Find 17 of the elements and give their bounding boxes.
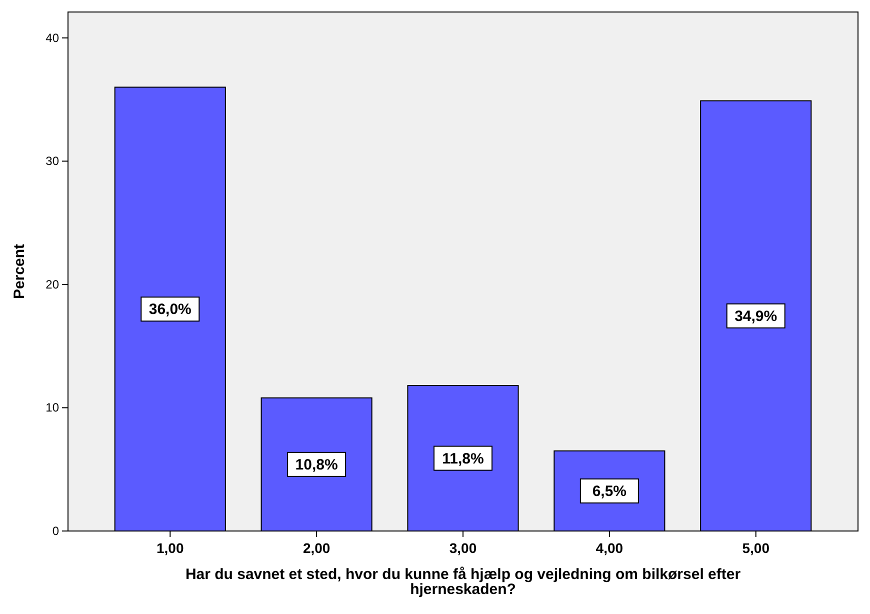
data-label: 11,8% bbox=[442, 450, 484, 468]
x-tick-label: 2,00 bbox=[302, 540, 330, 556]
y-tick-label: 20 bbox=[46, 277, 60, 292]
x-tick-label: 1,00 bbox=[156, 540, 184, 556]
x-tick-label: 3,00 bbox=[449, 540, 477, 556]
x-tick-label: 4,00 bbox=[596, 540, 624, 556]
x-tick-label: 5,00 bbox=[742, 540, 770, 556]
data-label: 6,5% bbox=[592, 482, 627, 500]
data-label: 10,8% bbox=[295, 456, 338, 474]
y-tick-label: 30 bbox=[46, 154, 60, 168]
y-tick-label: 40 bbox=[46, 30, 60, 45]
y-tick-label: 0 bbox=[52, 524, 60, 538]
data-label: 36,0% bbox=[148, 301, 192, 318]
y-axis-title: Percent bbox=[11, 244, 28, 300]
x-axis-title: Har du savnet et sted, hvor du kunne få hjælp og vejledning om bilkørsel efter hjerneskaden? bbox=[185, 566, 741, 598]
data-label: 34,9% bbox=[734, 308, 778, 325]
y-tick-label: 10 bbox=[46, 400, 60, 415]
